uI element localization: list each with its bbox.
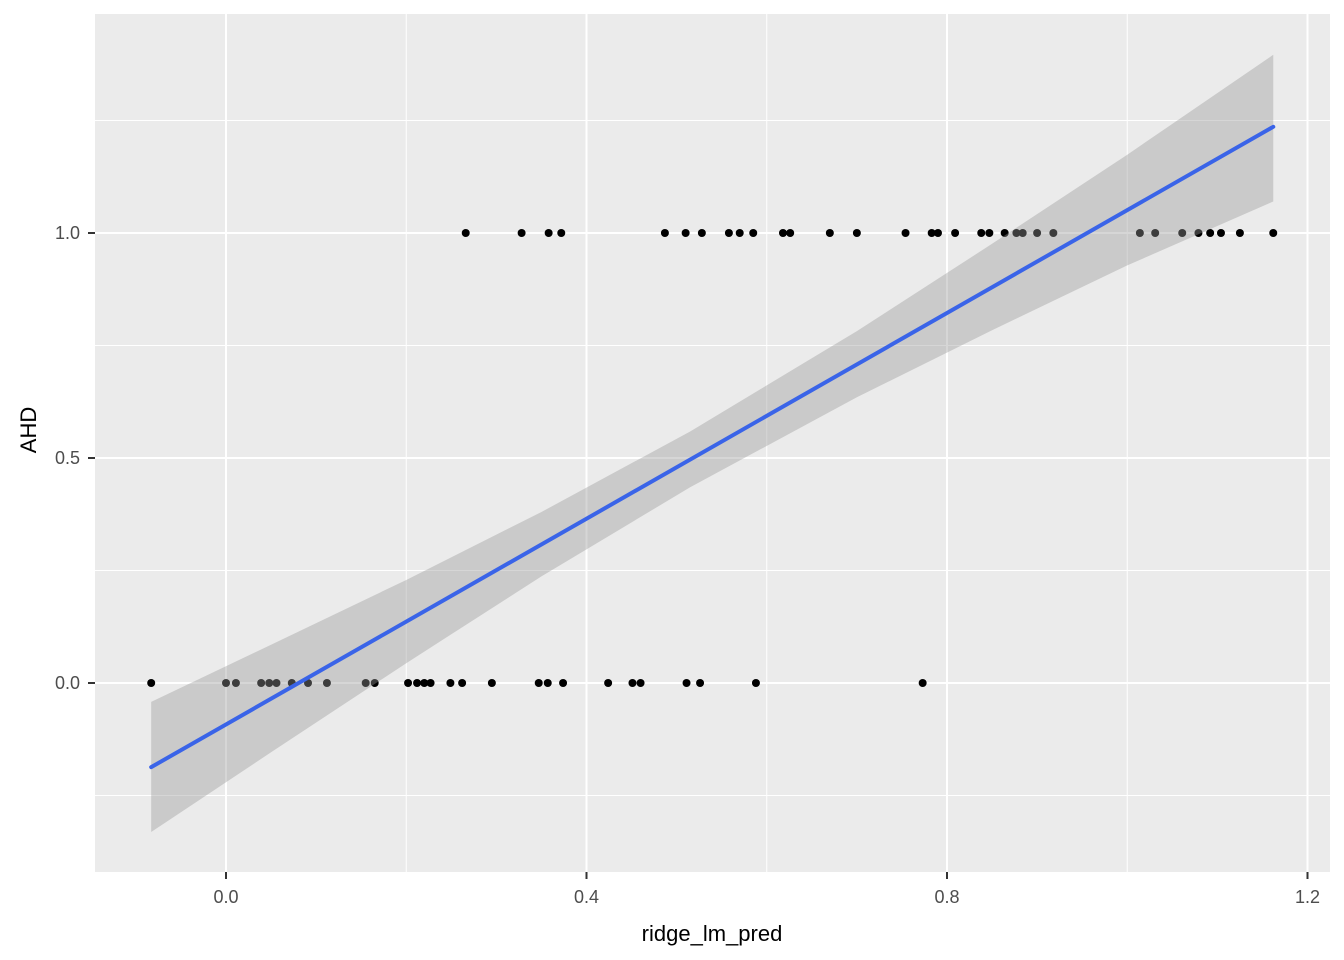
x-axis-title: ridge_lm_pred — [642, 921, 783, 946]
data-point — [1206, 229, 1215, 237]
data-point — [1216, 229, 1225, 237]
data-point — [933, 229, 942, 237]
data-point — [322, 679, 331, 687]
data-point — [1178, 229, 1187, 237]
data-point — [901, 229, 910, 237]
data-point — [458, 679, 467, 687]
data-point — [751, 679, 760, 687]
data-point — [426, 679, 435, 687]
data-point — [461, 229, 470, 237]
y-axis-title: AHD — [16, 407, 41, 453]
data-point — [636, 679, 645, 687]
data-point — [628, 679, 637, 687]
data-point — [544, 229, 553, 237]
data-point — [604, 679, 613, 687]
data-point — [825, 229, 834, 237]
x-axis-tick-label: 0.8 — [934, 887, 959, 907]
data-point — [1049, 229, 1058, 237]
data-point — [977, 229, 986, 237]
data-point — [951, 229, 960, 237]
y-axis-tick-label: 0.5 — [55, 448, 80, 468]
data-point — [1018, 229, 1027, 237]
data-point — [517, 229, 526, 237]
data-point — [682, 679, 691, 687]
regression-line — [149, 124, 1276, 770]
data-point — [1194, 229, 1203, 237]
data-point — [534, 679, 543, 687]
data-point — [361, 679, 370, 687]
data-point — [735, 229, 744, 237]
data-point — [404, 679, 413, 687]
plot-panel — [95, 14, 1330, 872]
data-point — [918, 679, 927, 687]
data-point — [1033, 229, 1042, 237]
data-point — [557, 229, 566, 237]
y-axis-tick-label: 0.0 — [55, 673, 80, 693]
data-point — [985, 229, 994, 237]
y-axis-tick-label: 1.0 — [55, 223, 80, 243]
data-point — [446, 679, 455, 687]
data-point — [696, 679, 705, 687]
x-axis-tick-label: 1.2 — [1295, 887, 1320, 907]
data-point — [786, 229, 795, 237]
data-point — [370, 679, 379, 687]
data-point — [543, 679, 552, 687]
data-point — [660, 229, 669, 237]
data-point — [272, 679, 281, 687]
data-point — [778, 229, 787, 237]
data-point — [420, 679, 429, 687]
data-point — [1269, 229, 1278, 237]
data-point — [222, 679, 230, 687]
x-axis-tick-label: 0.4 — [574, 887, 599, 907]
data-point — [697, 229, 706, 237]
data-point — [1012, 229, 1021, 237]
data-point — [413, 679, 422, 687]
confidence-ribbon — [151, 54, 1274, 832]
data-point — [147, 679, 156, 687]
data-point — [1151, 229, 1160, 237]
data-point — [749, 229, 758, 237]
data-point — [257, 679, 266, 687]
data-point — [681, 229, 690, 237]
data-point — [231, 679, 240, 687]
data-point — [724, 229, 733, 237]
data-point — [852, 229, 861, 237]
data-point — [487, 679, 496, 687]
data-point — [927, 229, 936, 237]
data-point — [1000, 229, 1009, 237]
data-point — [265, 679, 274, 687]
x-axis-tick-label: 0.0 — [213, 887, 238, 907]
data-point — [1235, 229, 1244, 237]
data-point — [559, 679, 568, 687]
data-point — [1135, 229, 1144, 237]
